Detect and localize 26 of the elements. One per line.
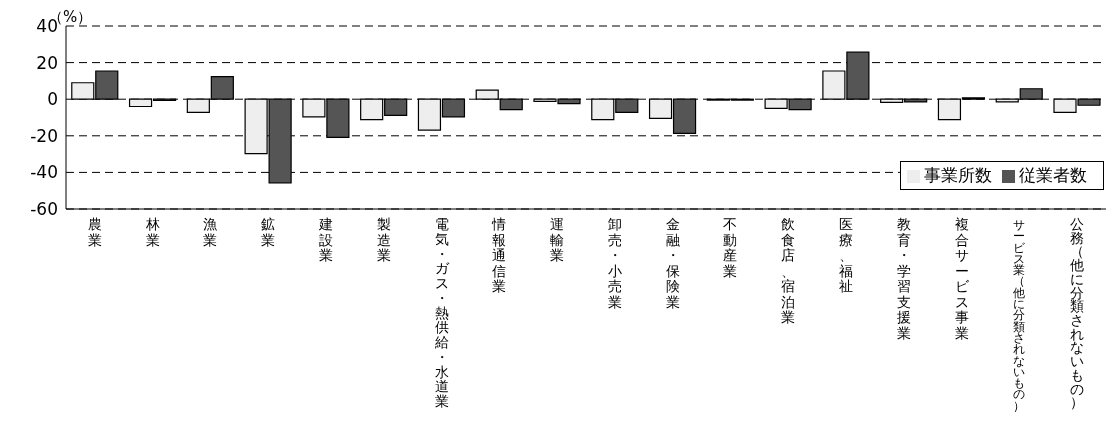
- y-tick-label: 20: [36, 52, 58, 73]
- x-tick-label: 金融・保険業: [665, 216, 680, 310]
- x-tick-label: 鉱業: [261, 216, 276, 248]
- y-tick-label: -60: [30, 199, 58, 220]
- y-tick-label: -20: [30, 125, 58, 146]
- x-tick-label: 卸売・小売業: [607, 216, 622, 310]
- y-tick-label: 40: [36, 16, 58, 37]
- y-tick-label: 0: [47, 89, 58, 110]
- x-tick-label: 林業: [144, 216, 160, 248]
- category-label: 公務（他に分類されないもの）: [1070, 216, 1085, 411]
- x-tick-label: 飲食店、宿泊業: [781, 216, 796, 325]
- legend-label: 従業者数: [1019, 165, 1087, 185]
- x-tick-label: 複合サービス事業: [954, 216, 970, 341]
- x-tick-label: 不動産業: [723, 216, 738, 279]
- x-tick-label: 農業: [87, 216, 102, 248]
- x-tick-label: 漁業: [203, 216, 218, 248]
- category-label: 電気・ガス・熱供給・水道業: [434, 216, 449, 410]
- category-label: サービス業（他に分類されないもの）: [1013, 218, 1026, 413]
- x-tick-label: 運輸業: [550, 216, 565, 263]
- legend-label: 事業所数: [924, 165, 992, 185]
- y-tick-label: -40: [30, 162, 58, 183]
- x-tick-label: 教育・学習支援業: [896, 216, 911, 341]
- x-tick-label: 情報通信業: [491, 216, 507, 294]
- x-tick-label: 医療、福祉: [839, 216, 853, 294]
- x-tick-label: 建設業: [318, 216, 333, 263]
- x-tick-label: 製造業: [376, 216, 391, 263]
